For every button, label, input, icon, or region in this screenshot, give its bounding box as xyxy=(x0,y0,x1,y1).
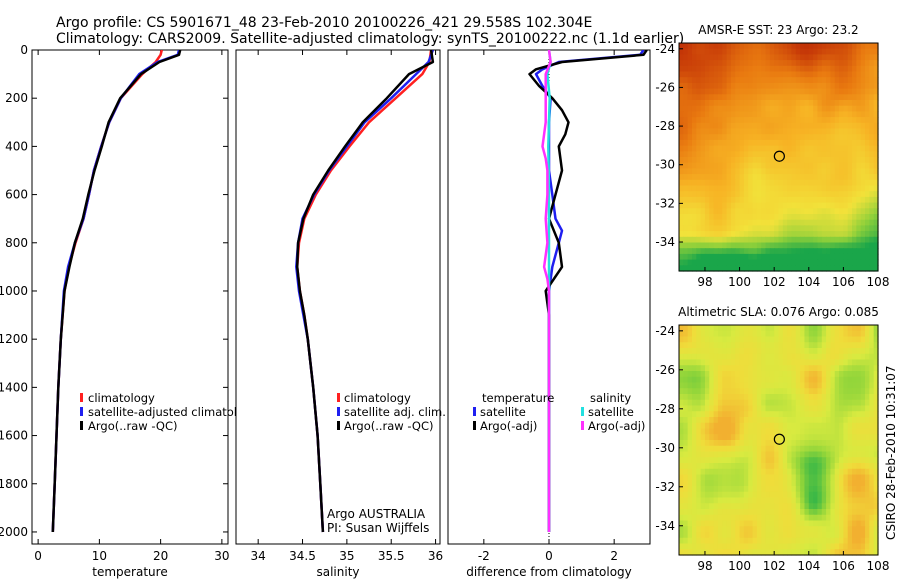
header-line-2: Climatology: CARS2009. Satellite-adjuste… xyxy=(56,31,684,47)
temperature-ytick-label: 200 xyxy=(5,91,28,105)
sla_map-ytick-label: -24 xyxy=(655,324,675,338)
temp-legend-swatch xyxy=(80,407,83,416)
diff-legend-label: Argo(-adj) xyxy=(588,419,645,433)
sla_map-frame xyxy=(678,324,879,556)
temp-legend-label: climatology xyxy=(88,391,155,405)
side-timestamp: CSIRO 28-Feb-2010 10:31:07 xyxy=(884,365,898,540)
salinity-xtick-label: 36 xyxy=(428,549,443,563)
temperature-ytick-label: 1400 xyxy=(0,380,28,394)
sla_map-xtick-label: 106 xyxy=(832,559,855,573)
sst_map-ytick-label: -26 xyxy=(655,80,675,94)
sal-legend-swatch xyxy=(337,393,340,402)
sst_map-heatmap-cells xyxy=(679,43,879,272)
difference-profile-panel: -2 0 2 difference from climatology temperatu… xyxy=(447,49,651,579)
sla_map-ytick-label: -26 xyxy=(655,363,675,377)
difference-xtick-label: 0 xyxy=(545,549,553,563)
sst_map-ytick-label: -30 xyxy=(655,158,675,172)
diff-legend-label: satellite xyxy=(588,405,634,419)
sst_map-ytick-label: -34 xyxy=(655,235,675,249)
sla_map-ytick-label: -30 xyxy=(655,441,675,455)
salinity-profile-panel: 34 34.5 35 35.5 36 salinity climatologysatelli… xyxy=(235,49,446,579)
temperature-xtick-label: 0 xyxy=(34,549,42,563)
difference-xlabel: difference from climatology xyxy=(466,565,632,579)
difference-series-group xyxy=(528,50,648,532)
sst_map-xtick-label: 100 xyxy=(728,275,751,289)
org-label: Argo AUSTRALIA xyxy=(327,507,426,521)
sst-map-panel: AMSR-E SST: 23 Argo: 23.2 98 100 102 104 106 1… xyxy=(655,23,889,289)
sla-map-panel: Altimetric SLA: 0.076 Argo: 0.085 98 100 10… xyxy=(655,305,889,573)
difference-xtick-label: -2 xyxy=(478,549,490,563)
temp-legend-label: Argo(..raw -QC) xyxy=(88,419,178,433)
sla_map-heatmap-cells xyxy=(679,325,879,556)
diff-legend-title: salinity xyxy=(590,391,631,405)
sst_map-xtick-label: 98 xyxy=(697,275,712,289)
sal-legend-label: climatology xyxy=(344,391,411,405)
temp-legend-label: satellite-adjusted climatolo xyxy=(88,405,244,419)
diff-legend-swatch xyxy=(473,421,476,430)
salinity-series-group xyxy=(295,50,435,533)
sla_map-xtick-label: 100 xyxy=(728,559,751,573)
temp-legend-swatch xyxy=(80,421,83,430)
temperature-ytick-label: 0 xyxy=(20,43,28,57)
sal-legend-swatch xyxy=(337,407,340,416)
temperature-ytick-label: 2000 xyxy=(0,525,28,539)
pi-label: PI: Susan Wijffels xyxy=(327,521,429,535)
temperature-series-group xyxy=(51,50,182,533)
sla_map-xtick-label: 108 xyxy=(867,559,890,573)
sst_map-xtick-label: 102 xyxy=(763,275,786,289)
temperature-xlabel: temperature xyxy=(92,565,167,579)
temperature-ytick-label: 800 xyxy=(5,236,28,250)
temperature-series-argo-raw-qc- xyxy=(51,50,182,533)
salinity-axes-frame xyxy=(235,49,441,545)
sla_map-argo-marker xyxy=(773,433,785,445)
temperature-ytick-label: 1600 xyxy=(0,429,28,443)
temperature-xtick-label: 20 xyxy=(153,549,168,563)
diff-legend-swatch xyxy=(581,421,584,430)
salinity-xtick-label: 35.5 xyxy=(378,549,405,563)
temperature-ytick-label: 600 xyxy=(5,188,28,202)
sla_map-ytick-label: -32 xyxy=(655,480,675,494)
diff-legend-swatch xyxy=(473,407,476,416)
temperature-xtick-label: 30 xyxy=(214,549,229,563)
temperature-axes-frame xyxy=(31,49,229,545)
diff-legend-label: Argo(-adj) xyxy=(480,419,537,433)
temperature-xtick-label: 10 xyxy=(92,549,107,563)
temp-legend-swatch xyxy=(80,393,83,402)
difference-series-salinity-argo-adj- xyxy=(541,50,552,532)
salinity-xtick-label: 34.5 xyxy=(289,549,316,563)
sst_map-argo-marker xyxy=(773,150,785,162)
sla_map-title: Altimetric SLA: 0.076 Argo: 0.085 xyxy=(678,305,879,319)
sst_map-xtick-label: 106 xyxy=(832,275,855,289)
sla_map-xtick-label: 104 xyxy=(797,559,820,573)
sst_map-ytick-label: -28 xyxy=(655,119,675,133)
sal-legend-swatch xyxy=(337,421,340,430)
sst_map-frame xyxy=(678,42,879,272)
diff-legend-label: satellite xyxy=(480,405,526,419)
temperature-ytick-label: 1200 xyxy=(0,332,28,346)
salinity-series-argo-raw-qc- xyxy=(295,50,435,533)
sst_map-xtick-label: 104 xyxy=(797,275,820,289)
sst_map-ytick-label: -24 xyxy=(655,42,675,56)
difference-xtick-label: 2 xyxy=(610,549,618,563)
temperature-profile-panel: 0 10 20 30 0 200 400 600 800 1000 1200 1400 1600 1800… xyxy=(0,43,244,579)
sst_map-title: AMSR-E SST: 23 Argo: 23.2 xyxy=(698,23,858,37)
diff-legend-swatch xyxy=(581,407,584,416)
sla_map-ytick-label: -34 xyxy=(655,519,675,533)
sla_map-xtick-label: 102 xyxy=(763,559,786,573)
header-line-1: Argo profile: CS 5901671_48 23-Feb-2010 … xyxy=(56,15,592,31)
sla_map-ytick-label: -28 xyxy=(655,402,675,416)
salinity-xtick-label: 35 xyxy=(339,549,354,563)
temperature-ytick-label: 1800 xyxy=(0,477,28,491)
salinity-xtick-label: 34 xyxy=(251,549,266,563)
salinity-xlabel: salinity xyxy=(316,565,359,579)
temperature-ytick-label: 1000 xyxy=(0,284,28,298)
sst_map-ytick-label: -32 xyxy=(655,196,675,210)
sla_map-xtick-label: 98 xyxy=(697,559,712,573)
temperature-ytick-label: 400 xyxy=(5,139,28,153)
sal-legend-label: satellite adj. clim. xyxy=(344,405,446,419)
sst_map-xtick-label: 108 xyxy=(867,275,890,289)
sal-legend-label: Argo(..raw -QC) xyxy=(344,419,434,433)
diff-legend-title: temperature xyxy=(482,391,554,405)
